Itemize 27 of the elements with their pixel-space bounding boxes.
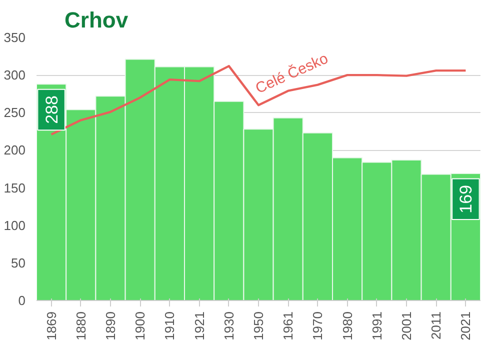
x-tick-label: 1921 [192, 312, 207, 340]
y-tick-label: 50 [11, 255, 26, 270]
y-tick-label: 200 [4, 142, 26, 158]
x-tick-label: 1930 [221, 312, 236, 340]
data-label: 288 [42, 96, 62, 124]
x-tick-label: 1980 [340, 312, 355, 340]
y-tick-label: 150 [4, 180, 26, 196]
y-tick-label: 100 [4, 218, 26, 233]
x-tick-label: 2011 [428, 311, 444, 340]
y-tick-label: 0 [18, 293, 26, 308]
x-tick-label: 2021 [458, 312, 474, 340]
x-tick-label: 1900 [132, 312, 148, 340]
y-tick-label: 350 [4, 30, 26, 45]
x-tick-label: 1890 [103, 312, 118, 340]
x-tick-label: 1910 [162, 312, 178, 340]
chart-title: Crhov [64, 8, 129, 32]
x-tick-label: 1880 [73, 312, 88, 340]
text: Celé Česko [252, 49, 331, 98]
x-tick-label: 1991 [369, 312, 384, 340]
data-label: 169 [456, 184, 476, 214]
x-tick-label: 2001 [399, 312, 414, 340]
x-tick-label: 1970 [310, 312, 326, 340]
y-tick-label: 250 [4, 105, 26, 120]
y-tick-label: 300 [4, 68, 26, 83]
x-tick-label: 1961 [280, 312, 296, 340]
x-tick-label: 1869 [44, 312, 59, 340]
x-tick-label: 1950 [251, 312, 266, 340]
